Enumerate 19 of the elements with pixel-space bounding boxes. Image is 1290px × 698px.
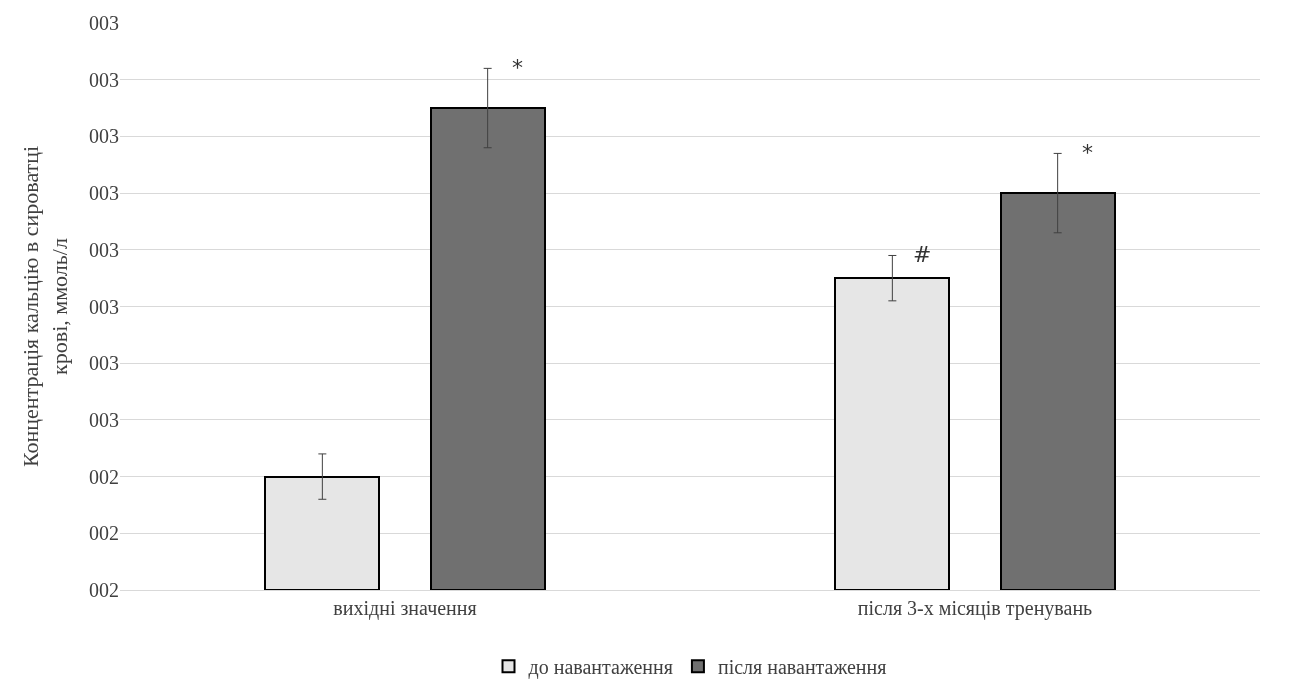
y-tick-label: 003 <box>89 12 119 34</box>
x-tick-label: вихідні значення <box>333 597 477 620</box>
y-tick-label: 003 <box>89 238 119 261</box>
y-tick-label: 003 <box>89 125 119 148</box>
data-label: * <box>1082 140 1093 165</box>
y-tick-label: 002 <box>89 465 119 488</box>
y-tick-label: 002 <box>89 579 119 601</box>
x-tick-label: після 3-х місяців тренувань <box>857 597 1093 620</box>
y-tick-label: 003 <box>89 352 119 375</box>
y-tick-label: 003 <box>89 408 119 431</box>
legend-label: до навантаження <box>528 656 673 679</box>
y-tick-label: 003 <box>89 295 119 318</box>
y-tick-label: 003 <box>89 182 119 205</box>
data-label: # <box>913 242 932 267</box>
legend-label: після навантаження <box>717 656 887 678</box>
y-axis-title: Концентрація кальцію в сироватці крові, ммоль/л <box>18 145 72 468</box>
y-tick-label: 002 <box>89 522 119 545</box>
y-tick-label: 003 <box>89 68 119 91</box>
data-label: * <box>512 55 523 80</box>
